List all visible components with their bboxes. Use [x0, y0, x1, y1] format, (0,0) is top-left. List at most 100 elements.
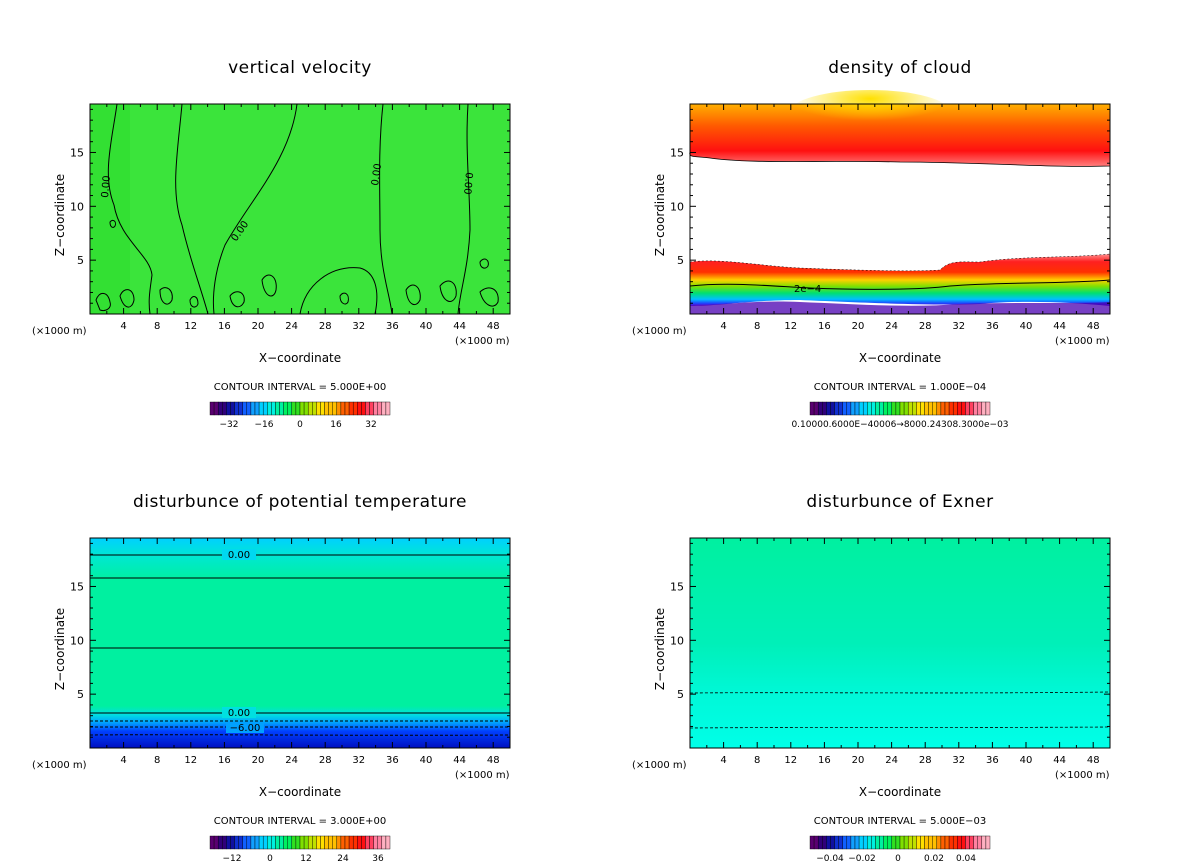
- colorbar-segment: [944, 401, 950, 416]
- colorbar-segment: [217, 835, 223, 850]
- contour-label: 0.00: [370, 163, 384, 187]
- colorbar-segment: [312, 835, 317, 850]
- colorbar-label: −0.04: [816, 854, 844, 864]
- colorbar-segment: [377, 401, 383, 416]
- x-tick-label: 24: [885, 755, 898, 766]
- panel-title: density of cloud: [828, 58, 972, 78]
- colorbar-segment: [903, 835, 909, 850]
- x-tick-label: 8: [754, 755, 760, 766]
- x-units-label-left: (×1000 m): [32, 326, 87, 337]
- colorbar-segment: [916, 401, 921, 416]
- colorbar-label: 36: [372, 854, 384, 864]
- panel-vertical-velocity: vertical velocity 0.00 0: [0, 0, 600, 434]
- colorbar-segment: [242, 835, 248, 850]
- colorbar-segment: [213, 835, 219, 850]
- colorbar-segment: [365, 835, 370, 850]
- colorbar-segment: [875, 835, 880, 850]
- colorbar-segment: [385, 401, 391, 416]
- colorbar-segment: [316, 835, 321, 850]
- colorbar-segment: [303, 401, 309, 416]
- y-tick-label: 5: [77, 688, 84, 701]
- x-units-label-left: (×1000 m): [632, 326, 687, 337]
- plot-frame: [89, 103, 511, 315]
- plot-frame: [689, 537, 1111, 749]
- colorbar-segment: [940, 835, 946, 850]
- x-tick-label: 16: [818, 755, 831, 766]
- colorbar-segment: [283, 401, 288, 416]
- colorbar-segment: [838, 401, 843, 416]
- x-axis-label: X−coordinate: [859, 351, 941, 365]
- colorbar-segment: [361, 835, 366, 850]
- colorbar-segment: [242, 401, 248, 416]
- colorbar-segment: [295, 401, 301, 416]
- y-axis-ticks: 5 10 15: [670, 542, 1110, 738]
- y-tick-label: 15: [70, 146, 84, 159]
- plot-field: [690, 538, 1110, 748]
- colorbar-segment: [279, 835, 284, 850]
- colorbar-label: 0.10000.6000E−40006→8000.24308.3000e−03: [791, 420, 1009, 430]
- colorbar-segment: [977, 401, 983, 416]
- colorbar-segment: [940, 401, 946, 416]
- colorbar-label: −12: [222, 854, 242, 864]
- colorbar-segment: [891, 835, 897, 850]
- colorbar-segment: [271, 835, 276, 850]
- colorbar-segment: [891, 401, 897, 416]
- colorbar-segment: [348, 401, 354, 416]
- colorbar-segment: [838, 835, 843, 850]
- colorbar-segment: [952, 835, 958, 850]
- colorbar-segment: [961, 835, 966, 850]
- colorbar-segment: [850, 401, 856, 416]
- colorbar-segment: [846, 401, 852, 416]
- colorbar-segment: [879, 835, 884, 850]
- colorbar-segment: [226, 401, 231, 416]
- colorbar-segment: [312, 401, 317, 416]
- x-tick-label: 40: [420, 755, 433, 766]
- panel-density-of-cloud: density of cloud: [600, 0, 1200, 434]
- colorbar-segment: [262, 401, 268, 416]
- x-tick-label: 32: [952, 321, 965, 332]
- colorbar: [209, 401, 391, 416]
- colorbar-segment: [324, 401, 329, 416]
- colorbar-segment: [817, 835, 823, 850]
- x-axis-label: X−coordinate: [259, 785, 341, 799]
- x-tick-label: 48: [1087, 321, 1100, 332]
- x-tick-label: 32: [352, 321, 365, 332]
- x-tick-label: 4: [120, 755, 126, 766]
- x-tick-label: 48: [1087, 755, 1100, 766]
- colorbar-segment: [373, 835, 378, 850]
- colorbar-segment: [250, 401, 256, 416]
- contour-interval: CONTOUR INTERVAL = 3.000E+00: [213, 816, 387, 827]
- colorbar-segment: [879, 401, 884, 416]
- colorbar-segment: [912, 835, 917, 850]
- colorbar-label: −0.02: [848, 854, 876, 864]
- colorbar-segment: [957, 401, 962, 416]
- colorbar-segment: [907, 835, 913, 850]
- y-tick-label: 10: [670, 634, 684, 647]
- colorbar-segment: [344, 835, 350, 850]
- x-tick-label: 4: [720, 755, 726, 766]
- colorbar-segment: [352, 835, 358, 850]
- x-tick-label: 8: [154, 755, 160, 766]
- x-tick-label: 44: [1053, 755, 1066, 766]
- colorbar-segment: [846, 835, 852, 850]
- x-tick-label: 36: [986, 321, 999, 332]
- colorbar-segment: [307, 401, 313, 416]
- colorbar: [809, 835, 991, 850]
- contour-line: [689, 279, 1111, 290]
- x-tick-label: 40: [1020, 755, 1033, 766]
- colorbar-label: 16: [330, 420, 342, 430]
- x-tick-label: 16: [818, 321, 831, 332]
- x-tick-label: 36: [386, 755, 399, 766]
- contour-lines: [689, 691, 1111, 729]
- colorbar-segment: [834, 835, 839, 850]
- x-tick-label: 40: [1020, 321, 1033, 332]
- colorbar-segment: [944, 835, 950, 850]
- colorbar-segment: [969, 835, 974, 850]
- colorbar-segment: [854, 835, 860, 850]
- colorbar-segment: [258, 835, 264, 850]
- colorbar-segment: [887, 401, 893, 416]
- colorbar-segment: [867, 401, 872, 416]
- colorbar-segment: [238, 401, 243, 416]
